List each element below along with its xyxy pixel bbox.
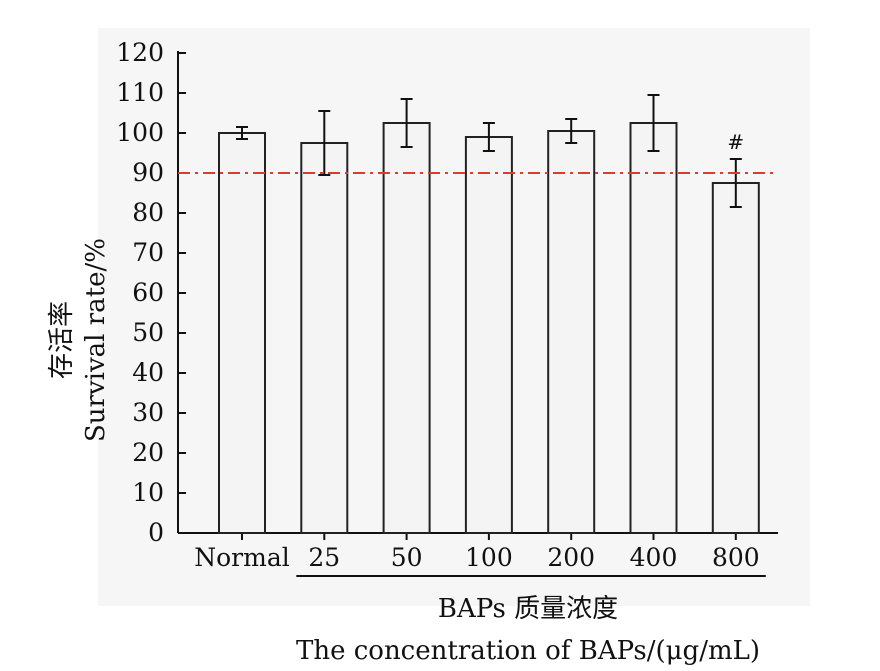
y-axis-label-chinese: 存活率 [47,301,77,379]
category-label: Normal [194,543,289,572]
group-label-chinese: BAPs 质量浓度 [438,594,618,624]
y-tick-label: 40 [132,358,164,387]
bar [382,122,431,534]
y-axis-label-english: Survival rate/% [81,238,111,442]
bar [464,136,513,534]
y-tick-label: 100 [116,118,164,147]
y-tick-label: 120 [116,38,164,67]
y-tick-label: 60 [132,278,164,307]
bar [218,132,266,534]
bars [218,122,760,534]
y-tick-label: 30 [132,398,164,427]
significance-marker: # [727,130,744,154]
y-tick-label: 50 [132,318,164,347]
labels: Normal 25 50 100 200 400 800 # [194,130,766,577]
category-label: 50 [391,543,423,572]
bar [300,142,349,534]
bar [711,182,760,534]
x-axis-label-english: The concentration of BAPs/(μg/mL) [296,636,760,666]
axes: 0 10 20 30 40 50 60 70 80 90 100 110 120 [116,38,778,547]
y-tick-label: 90 [132,158,164,187]
category-label: 800 [712,543,760,572]
y-tick-label: 20 [132,438,164,467]
y-tick-label: 0 [148,518,164,547]
category-label: 100 [465,543,513,572]
category-label: 25 [308,543,340,572]
bar [629,122,678,534]
category-label: 400 [630,543,678,572]
y-tick-label: 80 [132,198,164,227]
bar [547,130,596,534]
y-tick-label: 10 [132,478,164,507]
y-tick-label: 110 [116,78,164,107]
y-tick-label: 70 [132,238,164,267]
plot-background [98,28,810,606]
category-label: 200 [547,543,595,572]
error-bars [236,94,742,208]
